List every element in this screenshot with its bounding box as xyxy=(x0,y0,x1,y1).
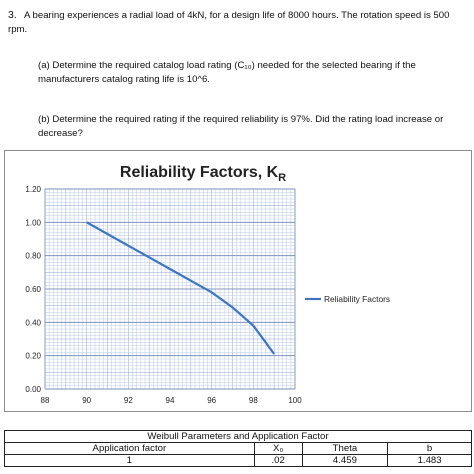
x-tick-label: 90 xyxy=(82,396,91,405)
table-cell: .02 xyxy=(253,454,303,467)
y-tick-label: 0.80 xyxy=(25,252,41,261)
table-header: b xyxy=(387,442,472,455)
table-caption-row: Weibull Parameters and Application Facto… xyxy=(4,430,472,443)
chart-title: Reliability Factors, KR xyxy=(120,164,286,184)
x-tick-label: 92 xyxy=(124,396,133,405)
table-header: Theta xyxy=(301,442,389,455)
x-tick-label: 98 xyxy=(249,396,258,405)
table-header: Application factor xyxy=(4,442,255,455)
chart-frame: 88 90 92 94 96 98 100 0.00 0.20 0.40 0.60 0.80 1.00 1… xyxy=(4,150,472,412)
axes xyxy=(44,188,296,390)
x-tick-label: 100 xyxy=(288,396,302,405)
table-cell: 1.483 xyxy=(387,454,472,467)
table-header-row: Application factor X₀ Theta b xyxy=(4,442,472,455)
table-row: 1 .02 4.459 1.483 xyxy=(4,454,472,467)
problem-statement-text: A bearing experiences a radial load of 4… xyxy=(8,10,450,35)
y-tick-label: 1.00 xyxy=(25,218,41,227)
problem-number: 3. xyxy=(8,9,17,21)
y-tick-label: 0.00 xyxy=(25,385,41,394)
reliability-chart: 88 90 92 94 96 98 100 0.00 0.20 0.40 0.60 0.80 1.00 1… xyxy=(25,164,390,405)
y-tick-label: 1.20 xyxy=(25,185,41,194)
grid-lines xyxy=(44,188,296,390)
table-cell: 4.459 xyxy=(301,454,389,467)
y-tick-label: 0.60 xyxy=(25,285,41,294)
y-tick-label: 0.40 xyxy=(25,318,41,327)
problem-statement: 3. A bearing experiences a radial load of… xyxy=(8,8,468,37)
table-header: X₀ xyxy=(253,442,303,455)
tick-labels: 88 90 92 94 96 98 100 0.00 0.20 0.40 0.60 0.80 1.00 1… xyxy=(25,185,302,405)
part-b-text: (b) Determine the required rating if the… xyxy=(38,114,444,139)
legend: Reliability Factors xyxy=(305,294,390,304)
table-caption: Weibull Parameters and Application Facto… xyxy=(4,430,472,443)
x-tick-label: 94 xyxy=(166,396,175,405)
part-a-text: (a) Determine the required catalog load … xyxy=(38,60,416,85)
series-lines xyxy=(86,221,276,355)
legend-label: Reliability Factors xyxy=(324,294,390,304)
weibull-table-wrap: Weibull Parameters and Application Facto… xyxy=(4,430,472,467)
x-tick-label: 88 xyxy=(41,396,50,405)
weibull-table: Weibull Parameters and Application Facto… xyxy=(4,430,472,467)
y-tick-label: 0.20 xyxy=(25,352,41,361)
x-tick-label: 96 xyxy=(207,396,216,405)
chart-title-subscript: R xyxy=(278,172,286,184)
series-line xyxy=(86,221,276,355)
table-cell: 1 xyxy=(4,454,255,467)
plot-border xyxy=(44,188,296,390)
